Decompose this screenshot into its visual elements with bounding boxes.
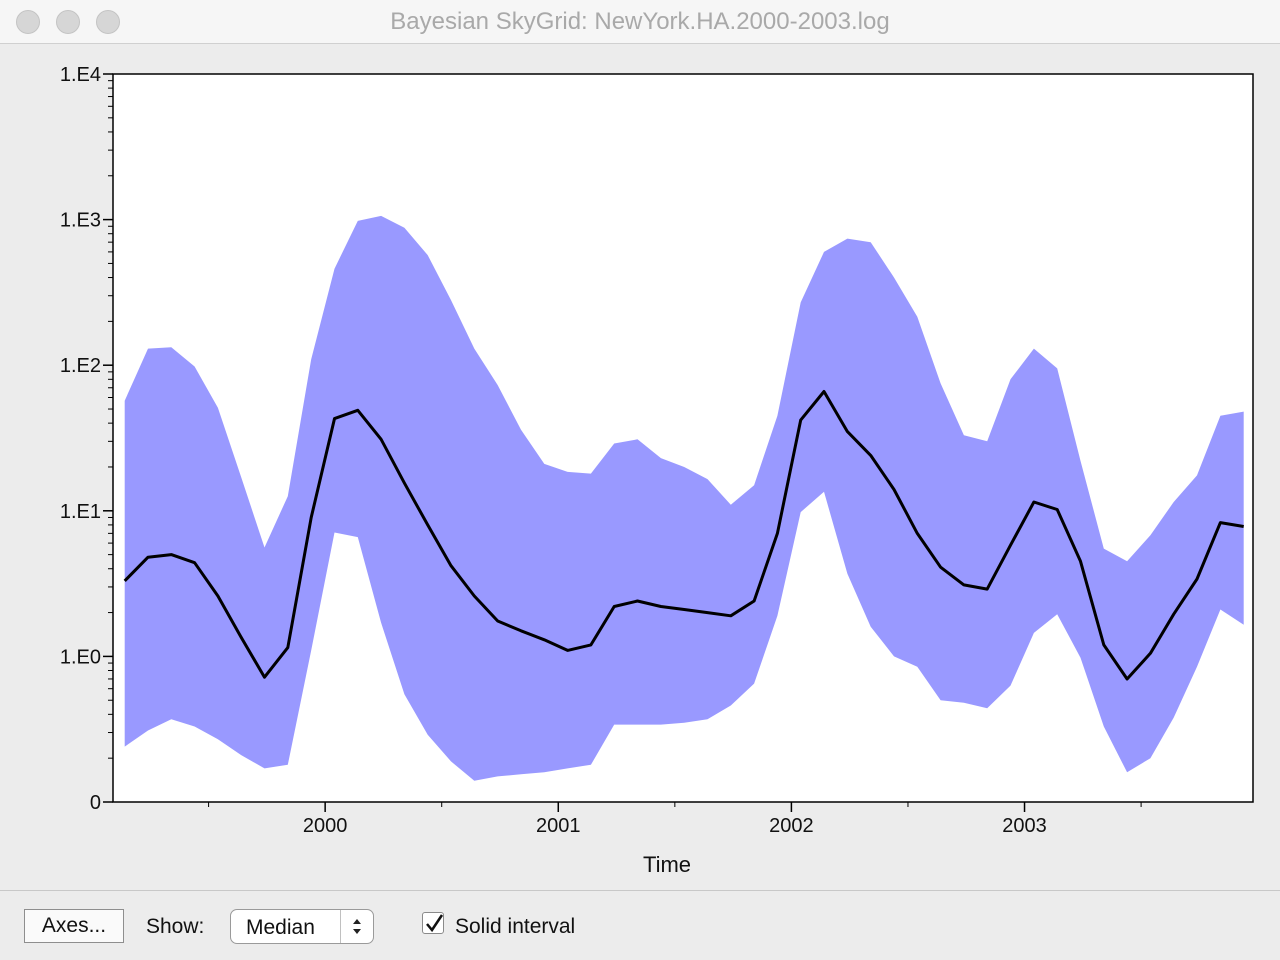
x-tick-label: 2000 [303,815,348,837]
title-bar: Bayesian SkyGrid: NewYork.HA.2000-2003.l… [0,0,1280,44]
bottom-toolbar: Axes... Show: Median Solid interval [0,890,1280,960]
y-tick-label: 1.E0 [60,646,101,668]
solid-interval-label: Solid interval [455,915,576,938]
show-label: Show: [146,915,205,938]
credible-interval-band [124,215,1244,781]
y-tick-label: 1.E2 [60,355,101,377]
solid-interval-checkbox[interactable] [422,912,444,934]
updown-arrows-icon [340,910,373,943]
plot-frame [112,73,1254,803]
x-tick-label: 2003 [1002,815,1047,837]
window-title: Bayesian SkyGrid: NewYork.HA.2000-2003.l… [390,8,890,35]
zoom-window-icon[interactable] [96,10,120,34]
close-window-icon[interactable] [16,10,40,34]
y-tick-label: 0 [90,792,101,814]
x-tick-label: 2001 [536,815,581,837]
skygrid-chart: 0 1.E0 1.E1 1.E2 1.E3 1.E4 2000 2001 2002 2003 T… [60,64,1254,877]
axes-button[interactable]: Axes... [24,909,124,943]
x-tick-label: 2002 [769,815,814,837]
y-tick-label: 1.E1 [60,501,101,523]
x-axis-title: Time [643,852,691,877]
y-tick-label: 1.E3 [60,210,101,232]
minimize-window-icon[interactable] [56,10,80,34]
y-tick-label: 1.E4 [60,64,101,86]
median-line [123,390,1244,681]
show-select-value: Median [246,916,315,939]
show-select[interactable]: Median [230,909,374,944]
checkmark-icon [426,914,444,933]
